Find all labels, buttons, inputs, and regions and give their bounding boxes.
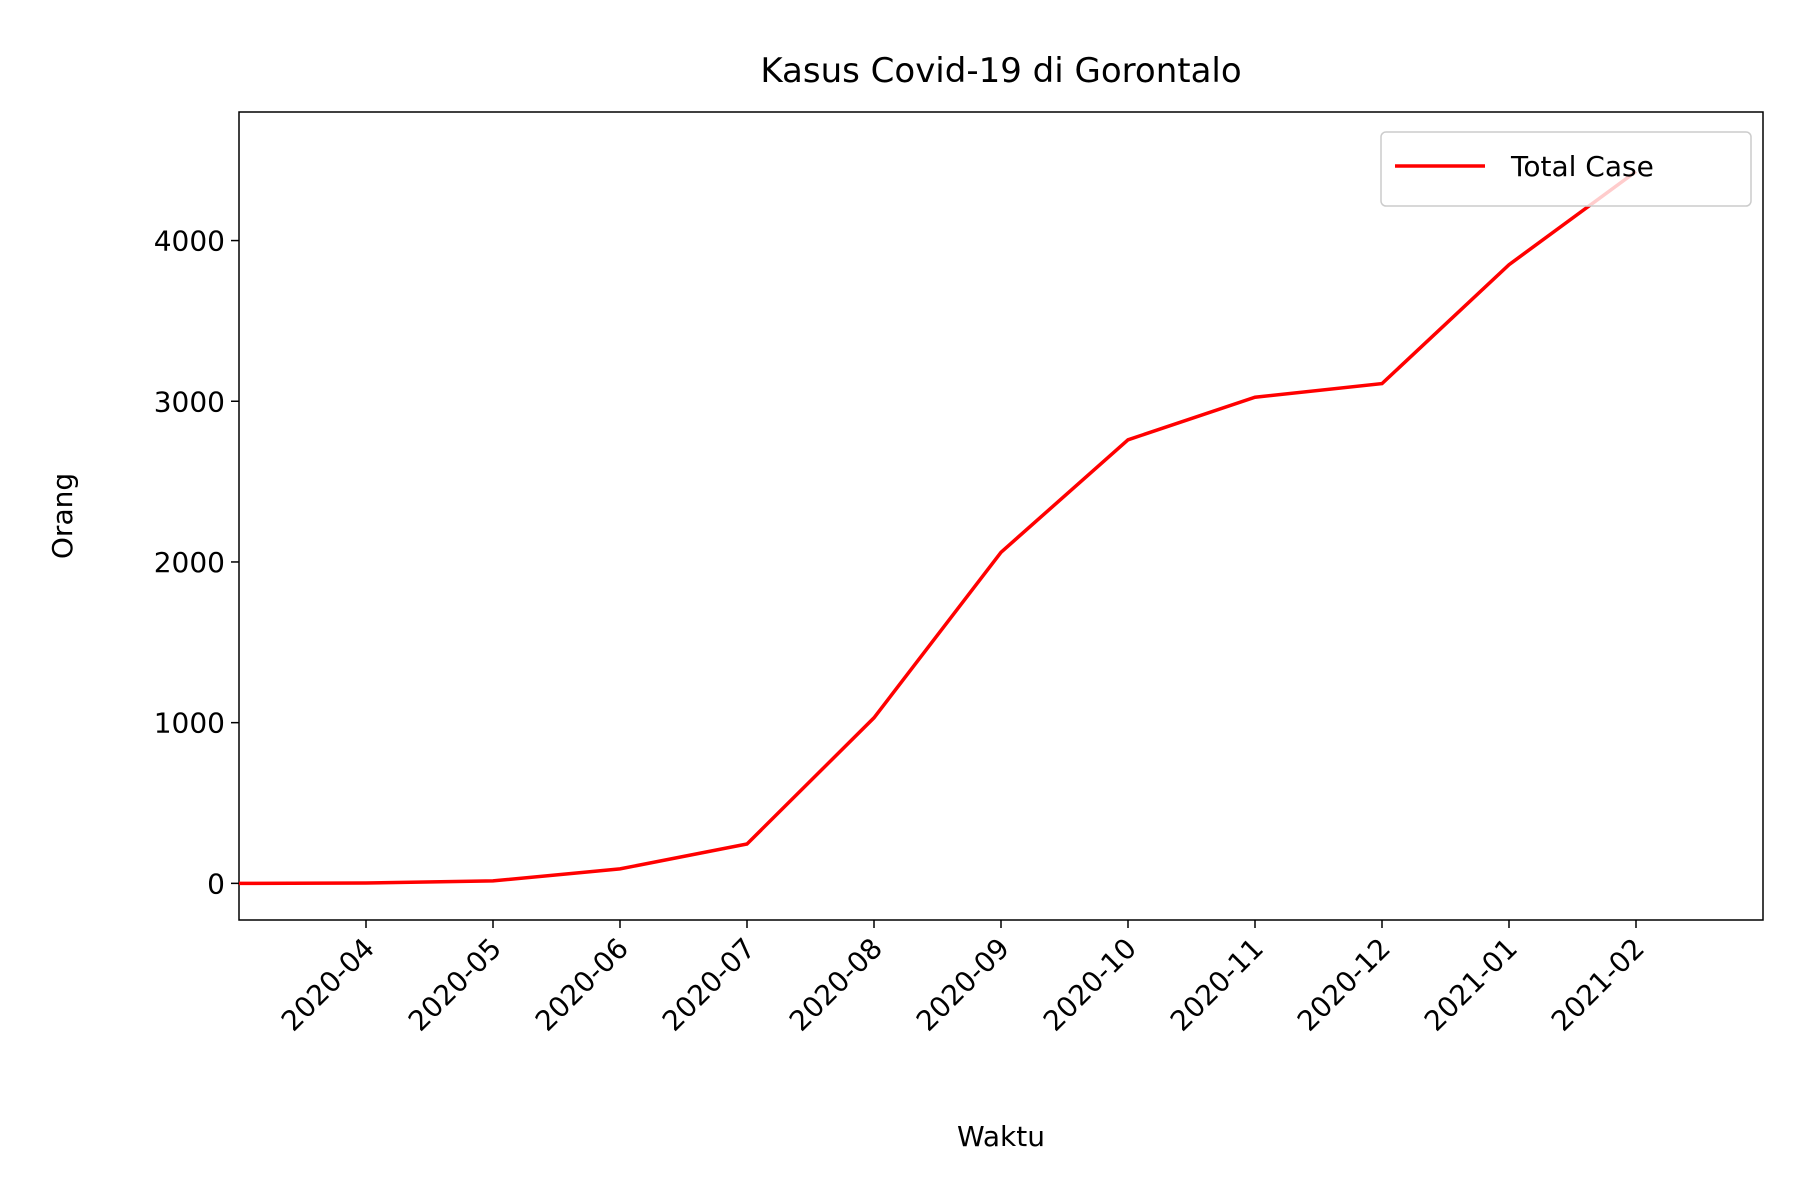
y-tick-label: 4000 [154, 225, 225, 258]
x-tick-label: 2020-05 [402, 932, 508, 1038]
legend-label: Total Case [1510, 150, 1654, 183]
y-tick-label: 0 [207, 867, 225, 900]
y-axis-label: Orang [46, 473, 79, 559]
x-tick-label: 2020-10 [1037, 932, 1143, 1038]
x-tick-label: 2020-04 [275, 932, 381, 1038]
x-tick-label: 2020-07 [656, 932, 762, 1038]
chart-title: Kasus Covid-19 di Gorontalo [760, 51, 1241, 91]
x-axis-label: Waktu [957, 1120, 1045, 1153]
y-tick-label: 3000 [154, 385, 225, 418]
x-tick-label: 2020-12 [1291, 932, 1397, 1038]
y-tick-label: 1000 [154, 707, 225, 740]
y-tick-label: 2000 [154, 546, 225, 579]
x-tick-label: 2020-09 [910, 932, 1016, 1038]
x-tick-label: 2021-01 [1418, 932, 1524, 1038]
x-tick-label: 2020-08 [783, 932, 889, 1038]
x-tick-label: 2020-06 [529, 932, 635, 1038]
plot-frame [238, 111, 1764, 921]
x-tick-label: 2021-02 [1545, 932, 1651, 1038]
x-tick-label: 2020-11 [1164, 932, 1270, 1038]
line [238, 170, 1638, 886]
legend-box [1380, 131, 1752, 207]
